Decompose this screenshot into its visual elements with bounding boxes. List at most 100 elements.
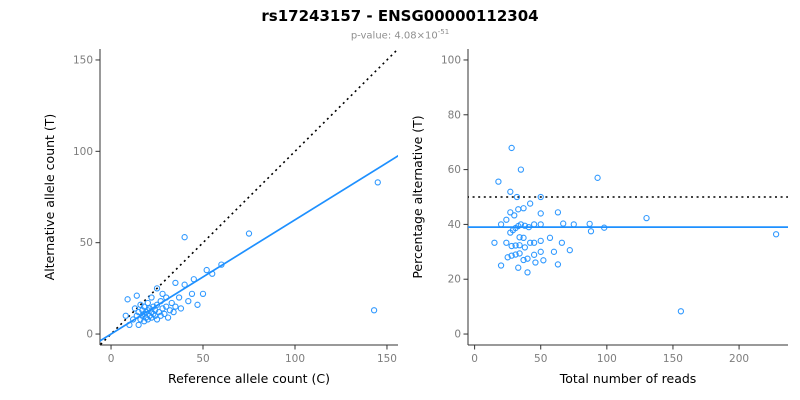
data-point	[181, 281, 188, 288]
data-point	[135, 308, 142, 315]
data-point	[122, 312, 129, 319]
data-point	[512, 250, 519, 258]
data-point	[537, 193, 544, 200]
data-point	[148, 293, 155, 301]
data-point	[137, 315, 144, 323]
data-point	[218, 261, 225, 268]
data-point	[513, 193, 521, 200]
data-point	[508, 144, 515, 151]
data-point	[146, 304, 153, 312]
data-point	[521, 222, 529, 229]
data-point	[133, 292, 140, 299]
data-point	[515, 264, 522, 271]
data-point	[172, 303, 179, 310]
y-tick-label: 100	[73, 145, 93, 157]
data-point	[181, 233, 188, 240]
data-point	[124, 295, 131, 303]
data-point	[190, 275, 197, 282]
data-point	[177, 304, 185, 312]
data-point	[159, 290, 166, 297]
data-point	[157, 297, 164, 304]
plots-row: 0 50 100 150 0 50 100 150 Reference allele count…	[0, 43, 800, 395]
data-point	[537, 248, 544, 255]
data-point	[153, 315, 161, 323]
percentage-alternative-scatter-plot: 0 50 100 150 200 0 20 40 60 80 100 Total number of …	[410, 48, 788, 386]
data-point	[131, 304, 139, 312]
data-point	[554, 260, 562, 268]
reference-lines	[100, 48, 398, 345]
data-point	[245, 229, 253, 237]
data-point	[161, 310, 168, 317]
data-point	[497, 220, 505, 228]
data-point	[495, 178, 502, 185]
x-tick-label: 100	[285, 353, 305, 365]
data-point	[516, 241, 523, 248]
data-point	[586, 220, 593, 227]
data-point	[175, 293, 183, 301]
figure-header: rs17243157 - ENSG00000112304 p-value: 4.…	[0, 0, 800, 43]
y-axis-title: Percentage alternative (T)	[410, 115, 425, 278]
x-tick-label: 50	[534, 353, 547, 365]
y-tick-label: 0	[86, 328, 93, 340]
data-point	[554, 208, 562, 216]
data-point	[148, 308, 155, 315]
data-point	[508, 252, 515, 259]
data-point	[164, 314, 172, 321]
data-point	[172, 279, 179, 286]
data-point	[587, 227, 595, 234]
data-point	[520, 256, 527, 263]
data-point	[170, 308, 177, 315]
data-point	[199, 290, 207, 297]
data-point	[168, 299, 175, 306]
data-point	[153, 284, 161, 292]
data-point	[194, 301, 201, 308]
data-point	[526, 200, 534, 207]
data-point	[140, 310, 148, 317]
data-point	[157, 312, 164, 319]
data-point	[163, 303, 170, 310]
data-point	[166, 306, 174, 314]
data-point	[530, 251, 538, 258]
data-points	[122, 178, 381, 328]
data-point	[570, 220, 577, 228]
data-point	[150, 310, 157, 317]
data-point	[370, 306, 378, 314]
x-tick-label: 150	[377, 353, 397, 365]
data-point	[144, 306, 151, 314]
data-point	[503, 216, 510, 223]
data-point	[520, 204, 527, 211]
x-axis-title: Reference allele count (C)	[168, 371, 330, 386]
data-point	[144, 315, 151, 323]
data-point	[540, 256, 547, 264]
data-point	[491, 239, 498, 246]
data-point	[677, 307, 685, 315]
x-tick-label: 0	[471, 353, 478, 365]
data-point	[530, 220, 538, 228]
data-point	[374, 178, 381, 186]
data-point	[643, 214, 650, 221]
data-point	[129, 315, 137, 323]
x-tick-label: 200	[729, 353, 749, 365]
data-point	[152, 306, 159, 314]
x-tick-label: 150	[663, 353, 683, 365]
data-point	[537, 209, 544, 217]
y-tick-label: 60	[448, 164, 461, 176]
data-point	[516, 249, 523, 257]
data-point	[530, 239, 538, 246]
x-axis-title: Total number of reads	[559, 371, 697, 386]
data-point	[517, 220, 525, 228]
data-points	[491, 144, 780, 315]
data-point	[515, 205, 522, 213]
data-point	[558, 239, 566, 246]
identity-line	[100, 48, 398, 345]
data-point	[526, 239, 534, 246]
axes: 0 50 100 150 0 50 100 150	[73, 48, 398, 365]
pvalue-exponent: -51	[437, 27, 450, 36]
data-point	[126, 321, 133, 328]
y-tick-label: 0	[454, 328, 461, 340]
data-point	[546, 234, 554, 241]
data-point	[135, 321, 142, 328]
data-point	[153, 301, 161, 308]
data-point	[508, 242, 515, 249]
